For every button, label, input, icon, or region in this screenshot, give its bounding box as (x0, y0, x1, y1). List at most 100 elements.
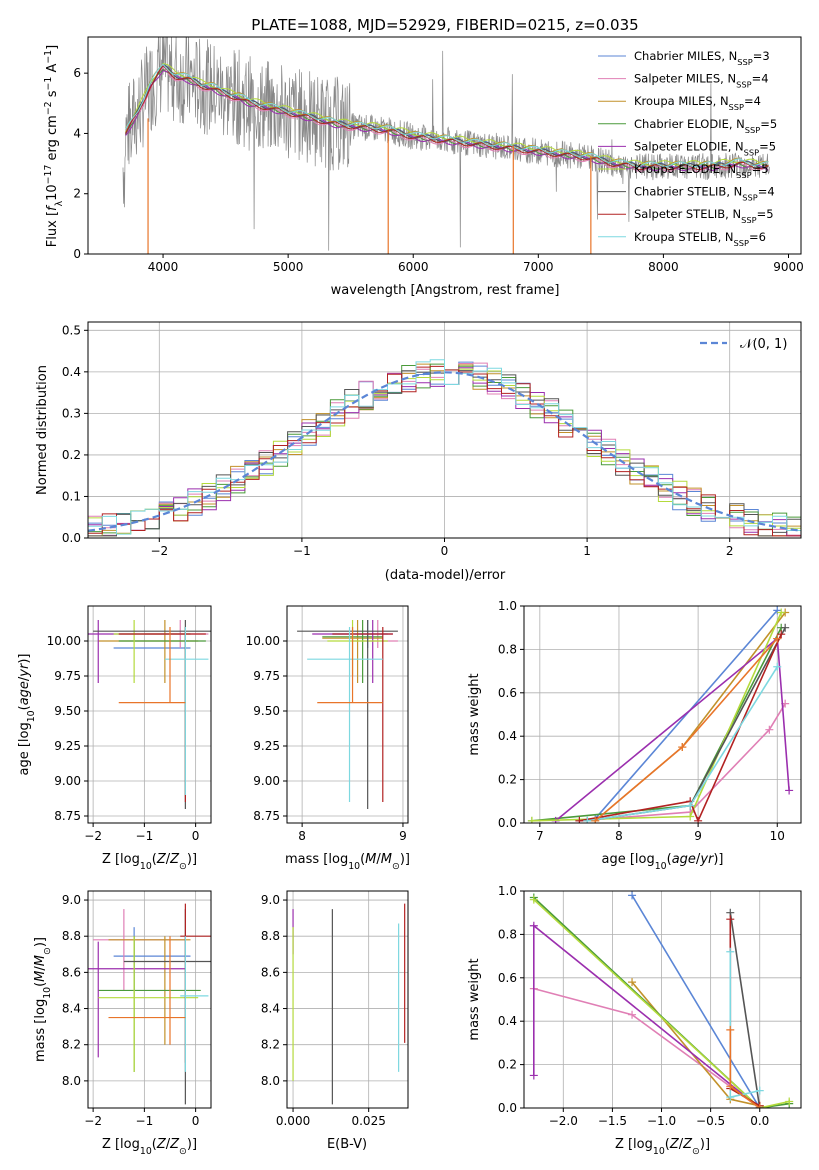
label-part: −2 (43, 101, 54, 115)
plot-area (527, 606, 794, 823)
label-part: / (679, 1137, 684, 1152)
label-part: SSP (736, 80, 751, 90)
massweight-series-line (533, 924, 761, 1108)
massweight-series-line (533, 987, 761, 1108)
y-tick-label: 8.8 (62, 929, 81, 943)
label-part: Z (669, 1137, 680, 1152)
label-part: Kroupa STELIB, N (634, 230, 734, 244)
histogram-step (88, 367, 801, 537)
label-part: )] (33, 937, 48, 947)
legend-entry: Salpeter STELIB, NSSP=5 (634, 207, 774, 225)
plus-marker (694, 816, 703, 823)
label-part: yr (699, 852, 715, 867)
plot-area (88, 359, 801, 537)
label-part: Chabrier MILES, N (634, 49, 737, 63)
label-part: 10 (348, 861, 360, 872)
y-axis-label: age [log10(age/yr)] (17, 653, 37, 775)
x-tick-label: 1 (583, 544, 591, 558)
massweight-series-line (729, 912, 761, 1108)
label-part: Z [log (102, 1137, 140, 1152)
plus-marker (785, 1097, 794, 1106)
y-tick-label: 2 (73, 187, 81, 201)
label-part: )] (187, 852, 197, 867)
legend-entry: Salpeter ELODIE, NSSP=5 (634, 139, 776, 157)
plus-marker (628, 978, 637, 987)
plus-marker (527, 816, 536, 823)
y-tick-label: 8.75 (253, 809, 280, 823)
label-part: age (17, 681, 32, 705)
y-tick-label: 9.75 (54, 669, 81, 683)
plus-marker (726, 1025, 735, 1034)
plus-marker (781, 623, 790, 632)
x-axis-label: Z [log10(Z/Z⊙)] (102, 1137, 197, 1157)
x-tick-label: −1.5 (598, 1114, 627, 1128)
y-tick-label: 1.0 (498, 599, 517, 613)
plus-marker (575, 816, 584, 823)
label-part: / (696, 852, 701, 867)
label-part: A (45, 64, 60, 77)
massweight-series-line (533, 896, 790, 1108)
label-part: =5 (760, 117, 777, 131)
plus-marker (726, 1093, 735, 1102)
x-axis-label: mass [log10(M/M⊙)] (285, 852, 410, 872)
y-axis-label: mass weight (467, 958, 482, 1040)
label-part: s (45, 90, 60, 101)
y-tick-label: 0.6 (498, 686, 517, 700)
y-tick-label: 0.8 (498, 642, 517, 656)
y-tick-label: 0.2 (62, 448, 81, 462)
label-part: ( (360, 852, 365, 867)
y-axis-label: Flux [fλ10−17 erg cm−2 s−1 A−1] (43, 45, 65, 247)
x-tick-label: 0.0 (750, 1114, 769, 1128)
label-part: )] (400, 852, 410, 867)
label-part: 10 (45, 184, 60, 201)
model-spectrum-line (125, 62, 769, 166)
label-part: =4 (752, 72, 769, 86)
y-tick-label: 8.75 (54, 809, 81, 823)
x-axis-label: age [log10(age/yr)] (601, 852, 723, 872)
plus-marker (765, 725, 774, 734)
x-tick-label: 10 (770, 829, 785, 843)
label-part: erg cm (45, 115, 60, 164)
label-part: 10 (26, 710, 37, 722)
plus-marker (726, 947, 735, 956)
label-part: age [log (601, 852, 654, 867)
y-tick-label: 8.2 (261, 1038, 280, 1052)
y-tick-label: 9.75 (253, 669, 280, 683)
plus-marker (777, 608, 786, 617)
label-part: mass [log (33, 999, 48, 1062)
plot-area (122, 37, 770, 254)
plus-marker (678, 743, 687, 752)
x-tick-label: −0.5 (696, 1114, 725, 1128)
label-part: Kroupa MILES, N (634, 94, 729, 108)
label-part: SSP (744, 147, 759, 157)
label-part: 10 (653, 1146, 665, 1157)
x-tick-label: 8000 (648, 260, 679, 274)
x-axis-label: E(B-V) (327, 1137, 367, 1152)
label-part: ( (667, 852, 672, 867)
label-part: ( (665, 1137, 670, 1152)
axes-frame (87, 36, 802, 255)
label-part: Z [log (102, 852, 140, 867)
label-part: Salpeter ELODIE, N (634, 139, 744, 153)
figure-title: PLATE=1088, MJD=52929, FIBERID=0215, z=0… (251, 16, 638, 34)
axes-frame (286, 605, 409, 824)
x-tick-label: 0 (192, 829, 200, 843)
label-part: −1 (43, 77, 54, 91)
label-part: SSP (736, 170, 751, 180)
x-axis-label: Z [log10(Z/Z⊙)] (615, 1137, 710, 1157)
x-tick-label: −1.0 (647, 1114, 676, 1128)
label-part: Z [log (615, 1137, 653, 1152)
label-part: =3 (753, 49, 770, 63)
y-tick-label: 9.00 (253, 774, 280, 788)
label-part: yr (17, 662, 32, 678)
label-part: SSP (734, 238, 749, 248)
axes-frame (286, 890, 409, 1109)
y-tick-label: 9.50 (253, 704, 280, 718)
massweight-series-line (594, 609, 778, 820)
y-tick-label: 8.0 (261, 1074, 280, 1088)
y-tick-label: 0.0 (498, 1101, 517, 1115)
label-part: 10 (655, 861, 667, 872)
y-tick-label: 6 (73, 66, 81, 80)
